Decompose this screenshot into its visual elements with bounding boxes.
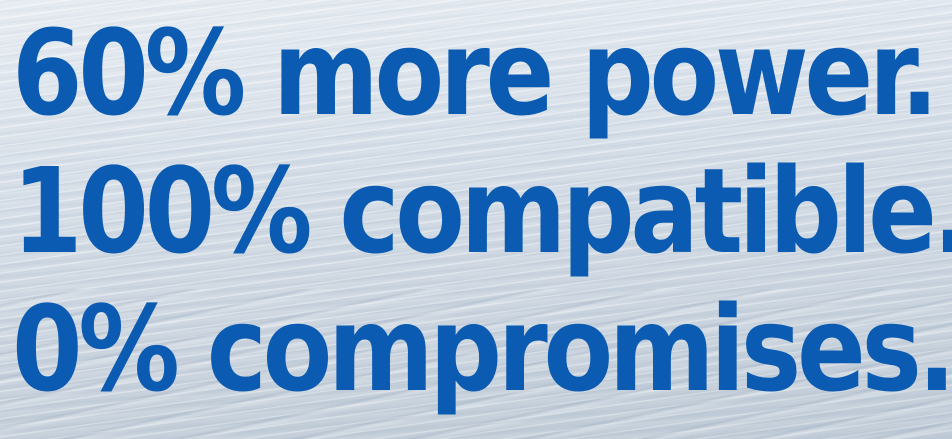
headline-line-power: 60% more power. (12, 4, 939, 142)
headline: 60% more power. 100% compatible. 0% comp… (12, 4, 952, 418)
headline-line-compromises: 0% compromises. (12, 280, 952, 418)
headline-line-compatible: 100% compatible. (12, 142, 952, 280)
